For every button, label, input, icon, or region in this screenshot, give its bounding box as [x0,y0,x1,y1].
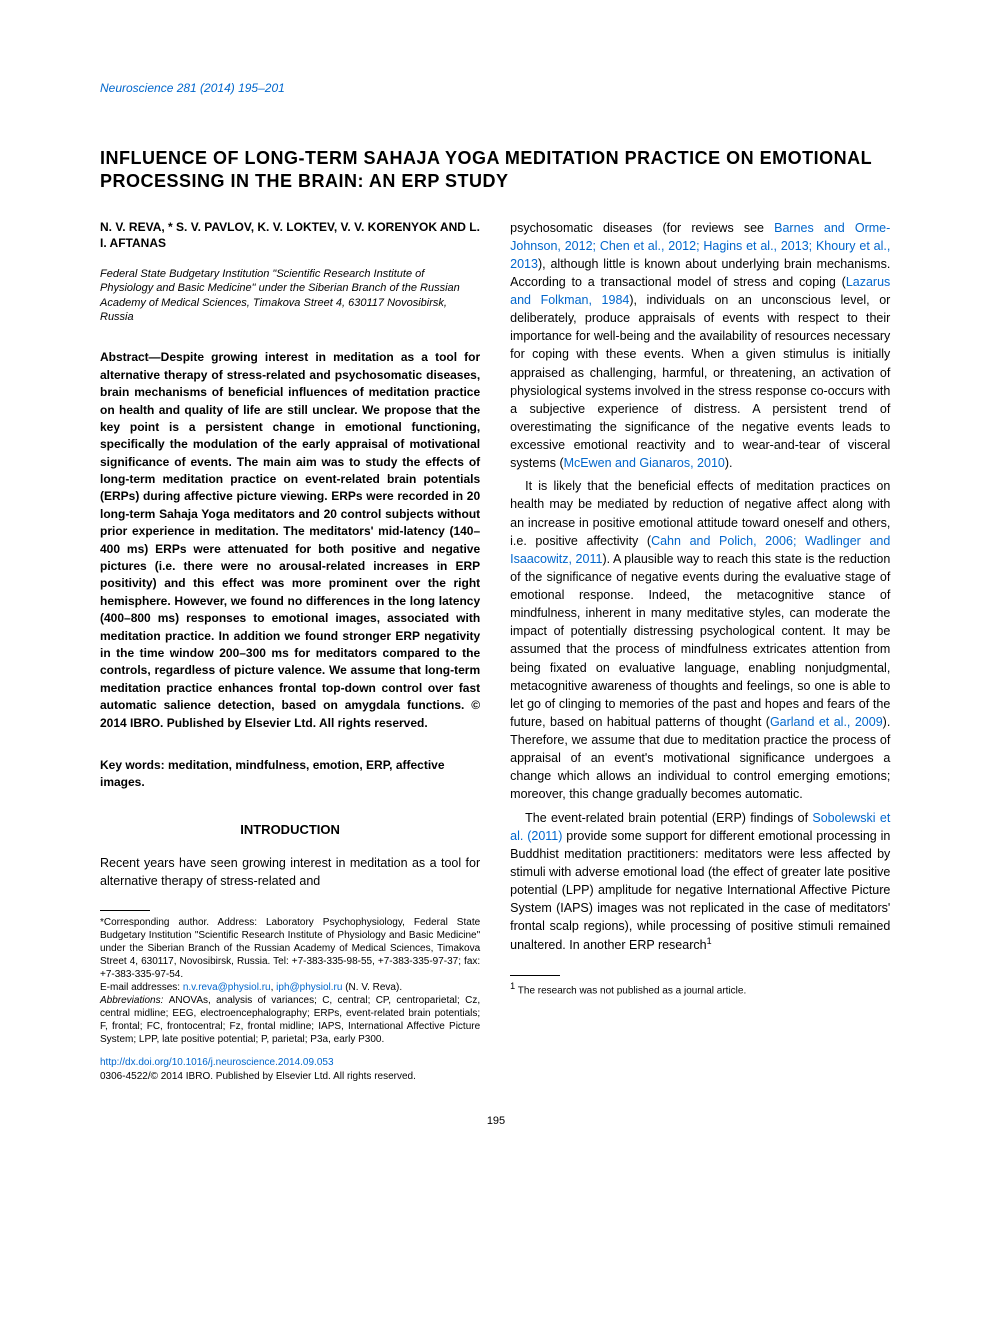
journal-citation[interactable]: Neuroscience 281 (2014) 195–201 [100,80,892,97]
footnote-1: 1 The research was not published as a jo… [510,981,890,997]
email-footnote: E-mail addresses: n.v.reva@physiol.ru, i… [100,981,480,994]
citation-link-3[interactable]: McEwen and Gianaros, 2010 [564,456,725,470]
corresponding-author-footnote: *Corresponding author. Address: Laborato… [100,916,480,981]
body-text-3a: The event-related brain potential (ERP) … [525,811,812,825]
main-content: N. V. REVA, * S. V. PAVLOV, K. V. LOKTEV… [100,219,892,1046]
doi-section: http://dx.doi.org/10.1016/j.neuroscience… [100,1056,892,1084]
introduction-heading: INTRODUCTION [100,821,480,839]
body-paragraph-2: It is likely that the beneficial effects… [510,477,890,803]
abbrev-label: Abbreviations: [100,995,169,1006]
article-title: INFLUENCE OF LONG-TERM SAHAJA YOGA MEDIT… [100,147,892,194]
footnote-divider-right [510,975,560,976]
body-text-1b: ), although little is known about underl… [510,257,890,289]
copyright-text: 0306-4522/© 2014 IBRO. Published by Else… [100,1070,892,1084]
footnote-ref-1[interactable]: 1 [707,936,712,946]
body-text-1c: ), individuals on an unconscious level, … [510,293,890,470]
email-link-1[interactable]: n.v.reva@physiol.ru [183,982,271,993]
email-link-2[interactable]: iph@physiol.ru [276,982,342,993]
body-text-1a: psychosomatic diseases (for reviews see [510,221,774,235]
authors-list: N. V. REVA, * S. V. PAVLOV, K. V. LOKTEV… [100,219,480,253]
doi-link[interactable]: http://dx.doi.org/10.1016/j.neuroscience… [100,1057,334,1068]
abstract-text: Abstract—Despite growing interest in med… [100,349,480,732]
body-text-2b: ). A plausible way to reach this state i… [510,552,890,729]
body-paragraph-3: The event-related brain potential (ERP) … [510,809,890,955]
page-number: 195 [100,1114,892,1129]
body-text-3b: provide some support for different emoti… [510,829,890,953]
author-affiliation: Federal State Budgetary Institution "Sci… [100,267,480,324]
footnote-1-text: The research was not published as a jour… [515,985,746,996]
email-suffix: (N. V. Reva). [342,982,402,993]
left-column: N. V. REVA, * S. V. PAVLOV, K. V. LOKTEV… [100,219,480,1046]
keywords: Key words: meditation, mindfulness, emot… [100,757,480,791]
abbreviations-footnote: Abbreviations: ANOVAs, analysis of varia… [100,994,480,1046]
body-text-1d: ). [725,456,733,470]
email-label: E-mail addresses: [100,982,183,993]
body-paragraph-1: psychosomatic diseases (for reviews see … [510,219,890,473]
right-column: psychosomatic diseases (for reviews see … [510,219,890,1046]
footnote-divider [100,910,150,911]
intro-paragraph-1: Recent years have seen growing interest … [100,854,480,890]
citation-link-5[interactable]: Garland et al., 2009 [770,715,883,729]
